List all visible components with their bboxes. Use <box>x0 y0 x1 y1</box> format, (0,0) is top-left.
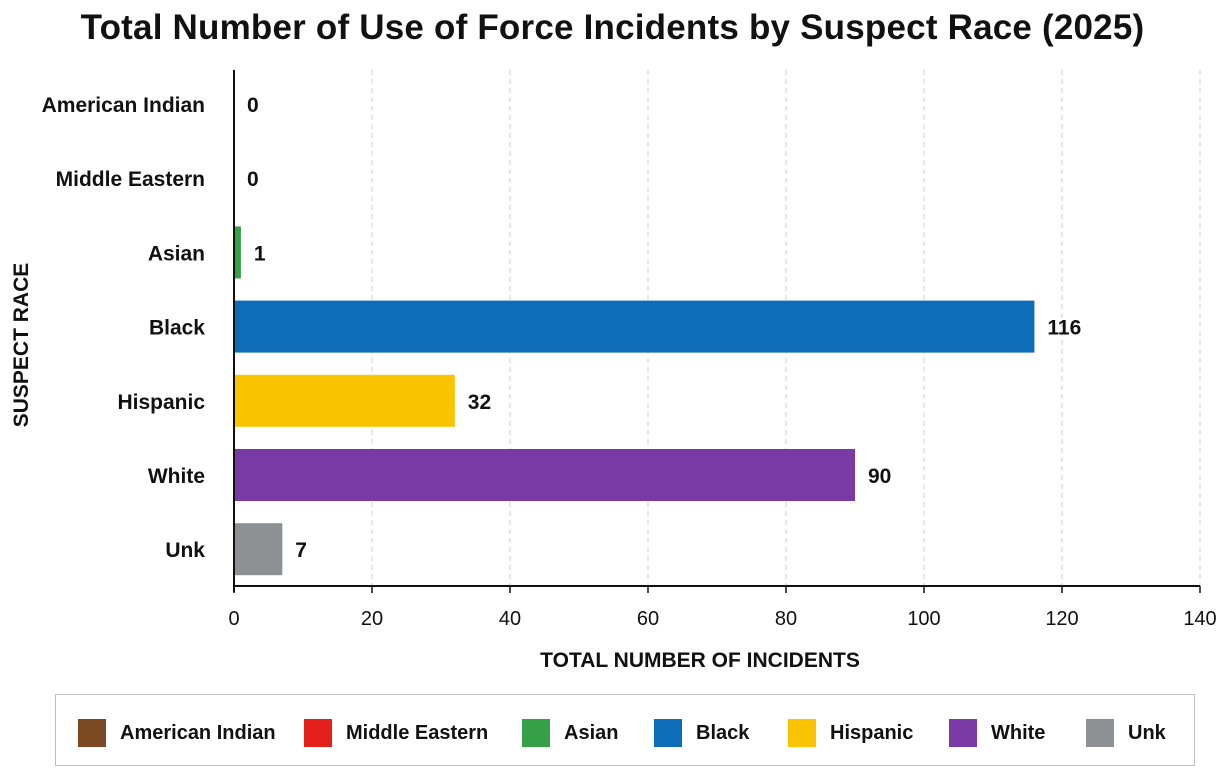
x-tick-label-60: 60 <box>637 608 659 630</box>
value-label-unk: 7 <box>295 539 307 562</box>
category-label-american-indian: American Indian <box>42 94 205 117</box>
x-axis-title: TOTAL NUMBER OF INCIDENTS <box>540 649 860 672</box>
legend-label: Middle Eastern <box>346 721 489 744</box>
legend-swatch <box>654 719 682 747</box>
legend-swatch <box>949 719 977 747</box>
legend-swatch <box>78 719 106 747</box>
legend-label: American Indian <box>120 721 276 744</box>
value-label-middle-eastern: 0 <box>247 168 259 191</box>
legend-item-white: White <box>949 719 1045 747</box>
category-label-white: White <box>148 465 205 488</box>
x-tick-label-120: 120 <box>1045 608 1078 630</box>
bar-black <box>234 300 1035 353</box>
value-label-white: 90 <box>868 465 891 488</box>
bar-asian <box>234 226 241 279</box>
bar-white <box>234 449 855 501</box>
legend-item-american-indian: American Indian <box>78 719 276 747</box>
legend-label: Hispanic <box>830 721 914 744</box>
value-label-asian: 1 <box>254 242 266 265</box>
chart-legend: American Indian Middle Eastern Asian Black H… <box>55 694 1195 766</box>
legend-item-unk: Unk <box>1086 719 1166 747</box>
bar-unk <box>234 523 283 576</box>
value-label-black: 116 <box>1047 317 1081 340</box>
category-label-middle-eastern: Middle Eastern <box>56 168 205 191</box>
legend-label: Black <box>696 721 750 744</box>
chart-title: Total Number of Use of Force Incidents b… <box>80 8 1145 47</box>
legend-swatch <box>522 719 550 747</box>
y-axis-title: SUSPECT RACE <box>10 263 33 428</box>
bar-hispanic <box>234 374 455 427</box>
x-tick-label-140: 140 <box>1183 608 1216 630</box>
x-tick-label-100: 100 <box>907 608 940 630</box>
category-label-asian: Asian <box>148 242 205 265</box>
legend-label: Unk <box>1128 721 1166 744</box>
legend-item-middle-eastern: Middle Eastern <box>304 719 488 747</box>
legend-swatch <box>304 719 332 747</box>
legend-swatch <box>788 719 816 747</box>
category-label-black: Black <box>149 317 205 340</box>
legend-label: Asian <box>564 721 619 744</box>
category-label-unk: Unk <box>165 539 205 562</box>
legend-label: White <box>991 721 1046 744</box>
x-tick-label-0: 0 <box>228 608 239 630</box>
x-tick-label-20: 20 <box>361 608 383 630</box>
value-label-american-indian: 0 <box>247 94 259 117</box>
legend-item-hispanic: Hispanic <box>788 719 913 747</box>
x-tick-label-40: 40 <box>499 608 521 630</box>
value-label-hispanic: 32 <box>468 391 491 414</box>
legend-swatch <box>1086 719 1114 747</box>
x-tick-label-80: 80 <box>775 608 797 630</box>
legend-item-black: Black <box>654 719 749 747</box>
category-label-hispanic: Hispanic <box>117 391 205 414</box>
legend-item-asian: Asian <box>522 719 618 747</box>
